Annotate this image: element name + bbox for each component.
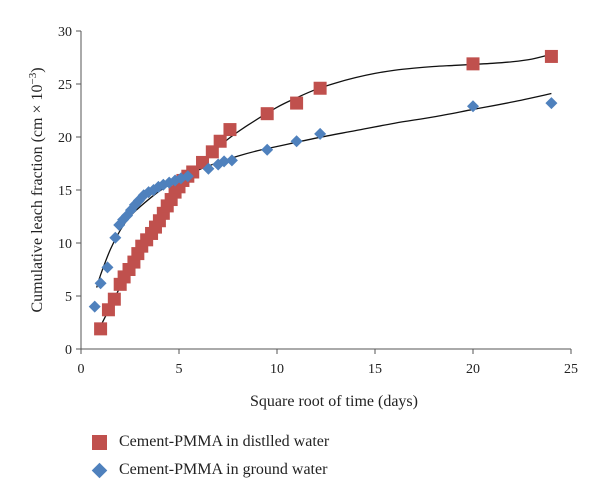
y-axis-title-suffix: ) [29, 67, 46, 72]
legend-item-ground: Cement-PMMA in ground water [91, 456, 329, 484]
point-distilled-water [107, 292, 121, 306]
point-distilled-water [213, 134, 227, 148]
y-tick-label: 20 [58, 131, 72, 146]
x-tick-label: 10 [270, 362, 284, 377]
legend-item-distilled: Cement-PMMA in distlled water [92, 428, 329, 456]
legend-swatch-diamond [91, 462, 108, 478]
data-points [88, 49, 558, 336]
point-distilled-water [223, 123, 237, 137]
point-ground-water [109, 231, 122, 244]
y-axis-title-exponent: −3 [27, 72, 39, 84]
legend-swatch-square [92, 434, 107, 450]
chart: 0 5 10 15 20 25 30 0 5 10 15 20 25 Square root of t… [27, 25, 578, 410]
point-ground-water [225, 154, 238, 167]
point-distilled-water [101, 303, 115, 317]
trendline-distilled-water [98, 53, 552, 331]
y-axis-ticks: 0 5 10 15 20 25 30 [58, 25, 81, 358]
point-distilled-water [205, 145, 219, 159]
y-tick-label: 30 [58, 25, 72, 40]
x-tick-label: 20 [466, 362, 480, 377]
y-tick-label: 5 [65, 290, 72, 305]
x-axis-title: Square root of time (days) [250, 393, 418, 410]
y-axis-title: Cumulative leach fraction (cm × 10−3) [27, 67, 46, 312]
point-ground-water [314, 127, 327, 140]
x-tick-label: 15 [368, 362, 382, 377]
legend: Cement-PMMA in distlled water Cement-PMM… [91, 428, 329, 484]
point-ground-water [181, 170, 194, 183]
point-distilled-water [313, 81, 327, 95]
point-distilled-water [94, 322, 108, 336]
point-distilled-water [260, 107, 274, 121]
trend-lines [96, 53, 552, 331]
point-ground-water [467, 100, 479, 113]
point-distilled-water [544, 49, 558, 63]
point-ground-water [88, 300, 101, 313]
x-tick-label: 5 [176, 362, 183, 377]
point-ground-water [202, 162, 215, 175]
legend-label-ground: Cement-PMMA in ground water [119, 461, 328, 478]
y-tick-label: 10 [58, 237, 72, 252]
trendline-ground-water [96, 92, 552, 288]
x-tick-label: 0 [78, 362, 85, 377]
y-tick-label: 25 [58, 78, 72, 93]
point-ground-water [218, 155, 231, 168]
point-ground-water [94, 277, 107, 290]
y-tick-label: 15 [58, 184, 72, 199]
y-axis-title-main: Cumulative leach fraction (cm × 10 [29, 84, 46, 312]
point-ground-water [545, 97, 558, 110]
y-tick-label: 0 [65, 343, 72, 358]
point-distilled-water [466, 57, 480, 71]
point-ground-water [261, 143, 274, 156]
point-ground-water [290, 135, 303, 148]
point-ground-water [101, 261, 114, 274]
x-axis-ticks: 0 5 10 15 20 25 [78, 349, 578, 377]
point-distilled-water [290, 96, 304, 110]
x-tick-label: 25 [564, 362, 578, 377]
legend-label-distilled: Cement-PMMA in distlled water [119, 433, 330, 450]
